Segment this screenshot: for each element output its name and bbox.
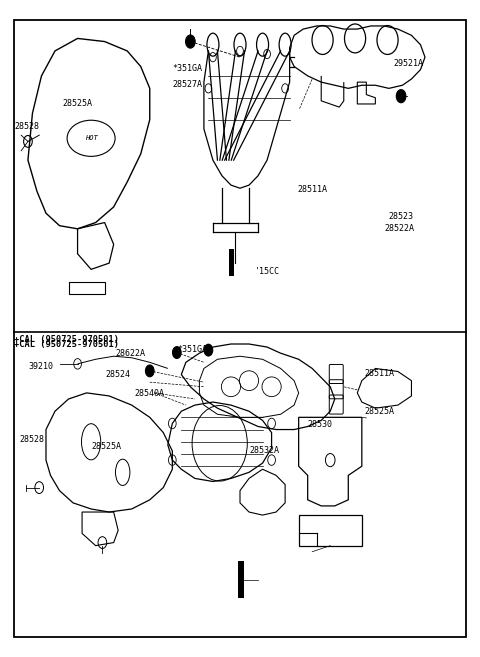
Text: *351GA: *351GA — [178, 345, 207, 353]
Text: 28530: 28530 — [307, 420, 332, 430]
Circle shape — [204, 344, 213, 356]
Text: +CAL (950725-970501): +CAL (950725-970501) — [14, 335, 120, 344]
Text: 28522A: 28522A — [384, 224, 414, 233]
Text: HOT: HOT — [85, 135, 97, 141]
Circle shape — [186, 35, 195, 48]
Text: 28511A: 28511A — [298, 185, 327, 194]
Text: 28511A: 28511A — [365, 369, 395, 378]
Text: *351GA: *351GA — [173, 64, 203, 74]
Text: 28540A: 28540A — [134, 389, 164, 398]
Text: 28525A: 28525A — [365, 407, 395, 417]
Text: 29521A: 29521A — [394, 59, 423, 68]
Text: 28524: 28524 — [106, 370, 131, 379]
Circle shape — [145, 365, 154, 377]
Text: 28528: 28528 — [19, 435, 44, 444]
Text: +CAL (950725-970501): +CAL (950725-970501) — [14, 340, 120, 348]
Circle shape — [396, 89, 406, 102]
Bar — [228, 249, 234, 276]
Text: 28525A: 28525A — [62, 99, 92, 108]
Text: 28528: 28528 — [14, 122, 39, 131]
Text: 28622A: 28622A — [115, 349, 145, 357]
Text: 28532A: 28532A — [250, 446, 279, 455]
Text: 28525A: 28525A — [91, 442, 121, 451]
Circle shape — [172, 347, 181, 359]
Bar — [238, 562, 244, 598]
Text: 28523: 28523 — [389, 212, 414, 221]
Text: 39210: 39210 — [29, 362, 54, 371]
Text: '15CC: '15CC — [254, 267, 279, 277]
Text: 28527A: 28527A — [173, 79, 203, 89]
